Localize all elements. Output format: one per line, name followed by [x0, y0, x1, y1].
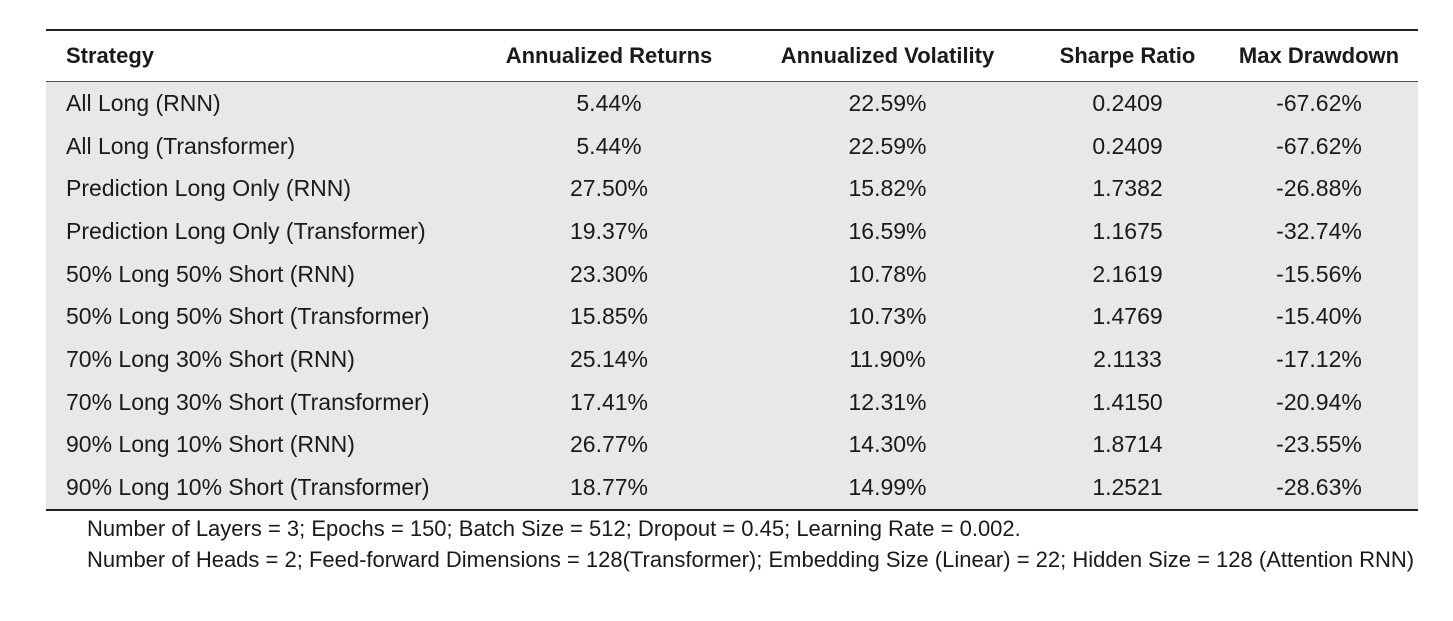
cell-annualized-volatility: 22.59%	[848, 89, 927, 116]
cell-annualized-returns: 27.50%	[569, 175, 648, 202]
header-sharpe-ratio: Sharpe Ratio	[1035, 29, 1220, 82]
cell-annualized-returns: 15.85%	[569, 303, 648, 330]
table-body: All Long (RNN) 5.44% 22.59% 0.2409 -67.6…	[46, 81, 1418, 511]
table-row: 90% Long 10% Short (Transformer) 18.77% …	[46, 466, 1418, 511]
cell-max-drawdown: -17.12%	[1276, 345, 1362, 372]
cell-annualized-returns: 26.77%	[569, 431, 648, 458]
cell-annualized-volatility: 22.59%	[848, 132, 927, 159]
cell-strategy: 50% Long 50% Short (Transformer)	[66, 303, 430, 330]
cell-annualized-returns: 25.14%	[569, 345, 648, 372]
caption-line-1: Number of Layers = 3; Epochs = 150; Batc…	[87, 516, 1021, 541]
cell-annualized-volatility: 16.59%	[848, 217, 927, 244]
cell-sharpe-ratio: 0.2409	[1092, 132, 1163, 159]
cell-annualized-returns: 19.37%	[569, 217, 648, 244]
cell-strategy: Prediction Long Only (RNN)	[66, 175, 352, 202]
cell-annualized-volatility: 12.31%	[848, 388, 927, 415]
cell-sharpe-ratio: 1.8714	[1092, 431, 1163, 458]
cell-max-drawdown: -28.63%	[1220, 466, 1418, 511]
cell-annualized-returns: 23.30%	[569, 260, 648, 287]
cell-annualized-returns: 5.44%	[576, 89, 642, 116]
cell-annualized-volatility: 11.90%	[849, 345, 926, 372]
table-header: Strategy Annualized Returns Annualized V…	[46, 29, 1418, 82]
table-row: 50% Long 50% Short (Transformer) 15.85% …	[46, 295, 1418, 339]
cell-sharpe-ratio: 2.1133	[1093, 345, 1162, 372]
cell-strategy: 70% Long 30% Short (Transformer)	[66, 388, 430, 415]
cell-annualized-volatility: 14.30%	[848, 431, 927, 458]
cell-max-drawdown: -26.88%	[1276, 175, 1362, 202]
cell-strategy: All Long (Transformer)	[66, 132, 296, 159]
cell-annualized-returns: 5.44%	[576, 132, 642, 159]
table-row: 90% Long 10% Short (RNN) 26.77% 14.30% 1…	[46, 423, 1418, 467]
cell-max-drawdown: -23.55%	[1276, 431, 1362, 458]
cell-max-drawdown: -67.62%	[1276, 132, 1362, 159]
cell-max-drawdown: -15.56%	[1276, 260, 1362, 287]
caption-line-2: Number of Heads = 2; Feed-forward Dimens…	[87, 547, 1415, 572]
cell-strategy: All Long (RNN)	[66, 89, 221, 116]
header-annualized-returns: Annualized Returns	[478, 29, 740, 82]
cell-sharpe-ratio: 1.1675	[1092, 217, 1163, 244]
cell-annualized-volatility: 14.99%	[740, 466, 1035, 511]
cell-max-drawdown: -32.74%	[1276, 217, 1362, 244]
cell-annualized-volatility: 15.82%	[848, 175, 927, 202]
cell-sharpe-ratio: 1.4150	[1092, 388, 1163, 415]
cell-sharpe-ratio: 1.4769	[1092, 303, 1163, 330]
table-row: 70% Long 30% Short (Transformer) 17.41% …	[46, 380, 1418, 424]
cell-sharpe-ratio: 1.2521	[1035, 466, 1220, 511]
cell-max-drawdown: -20.94%	[1276, 388, 1362, 415]
header-max-drawdown: Max Drawdown	[1220, 29, 1418, 82]
table-row: All Long (RNN) 5.44% 22.59% 0.2409 -67.6…	[46, 81, 1418, 125]
cell-strategy: 50% Long 50% Short (RNN)	[66, 260, 355, 287]
strategy-results-table: Strategy Annualized Returns Annualized V…	[46, 29, 1418, 511]
table-row: All Long (Transformer) 5.44% 22.59% 0.24…	[46, 124, 1418, 168]
cell-strategy: 90% Long 10% Short (RNN)	[66, 431, 355, 458]
table-row: Prediction Long Only (RNN) 27.50% 15.82%…	[46, 167, 1418, 211]
cell-strategy: 90% Long 10% Short (Transformer)	[46, 466, 478, 511]
cell-strategy: Prediction Long Only (Transformer)	[66, 217, 426, 244]
table-row: 50% Long 50% Short (RNN) 23.30% 10.78% 2…	[46, 252, 1418, 296]
table-row: Prediction Long Only (Transformer) 19.37…	[46, 210, 1418, 253]
cell-sharpe-ratio: 2.1619	[1092, 260, 1163, 287]
table-row: 70% Long 30% Short (RNN) 25.14% 11.90% 2…	[46, 338, 1418, 381]
table-caption: Number of Layers = 3; Epochs = 150; Batc…	[87, 513, 1437, 575]
cell-annualized-volatility: 10.73%	[848, 303, 927, 330]
cell-annualized-volatility: 10.78%	[848, 260, 927, 287]
cell-annualized-returns: 18.77%	[478, 466, 740, 511]
cell-sharpe-ratio: 0.2409	[1092, 89, 1163, 116]
header-annualized-volatility: Annualized Volatility	[740, 29, 1035, 82]
header-strategy: Strategy	[46, 29, 478, 82]
cell-annualized-returns: 17.41%	[569, 388, 648, 415]
cell-strategy: 70% Long 30% Short (RNN)	[66, 345, 355, 372]
results-table-container: Strategy Annualized Returns Annualized V…	[46, 29, 1418, 511]
header-row: Strategy Annualized Returns Annualized V…	[46, 29, 1418, 82]
cell-max-drawdown: -67.62%	[1276, 89, 1362, 116]
cell-sharpe-ratio: 1.7382	[1092, 175, 1163, 202]
cell-max-drawdown: -15.40%	[1276, 303, 1362, 330]
